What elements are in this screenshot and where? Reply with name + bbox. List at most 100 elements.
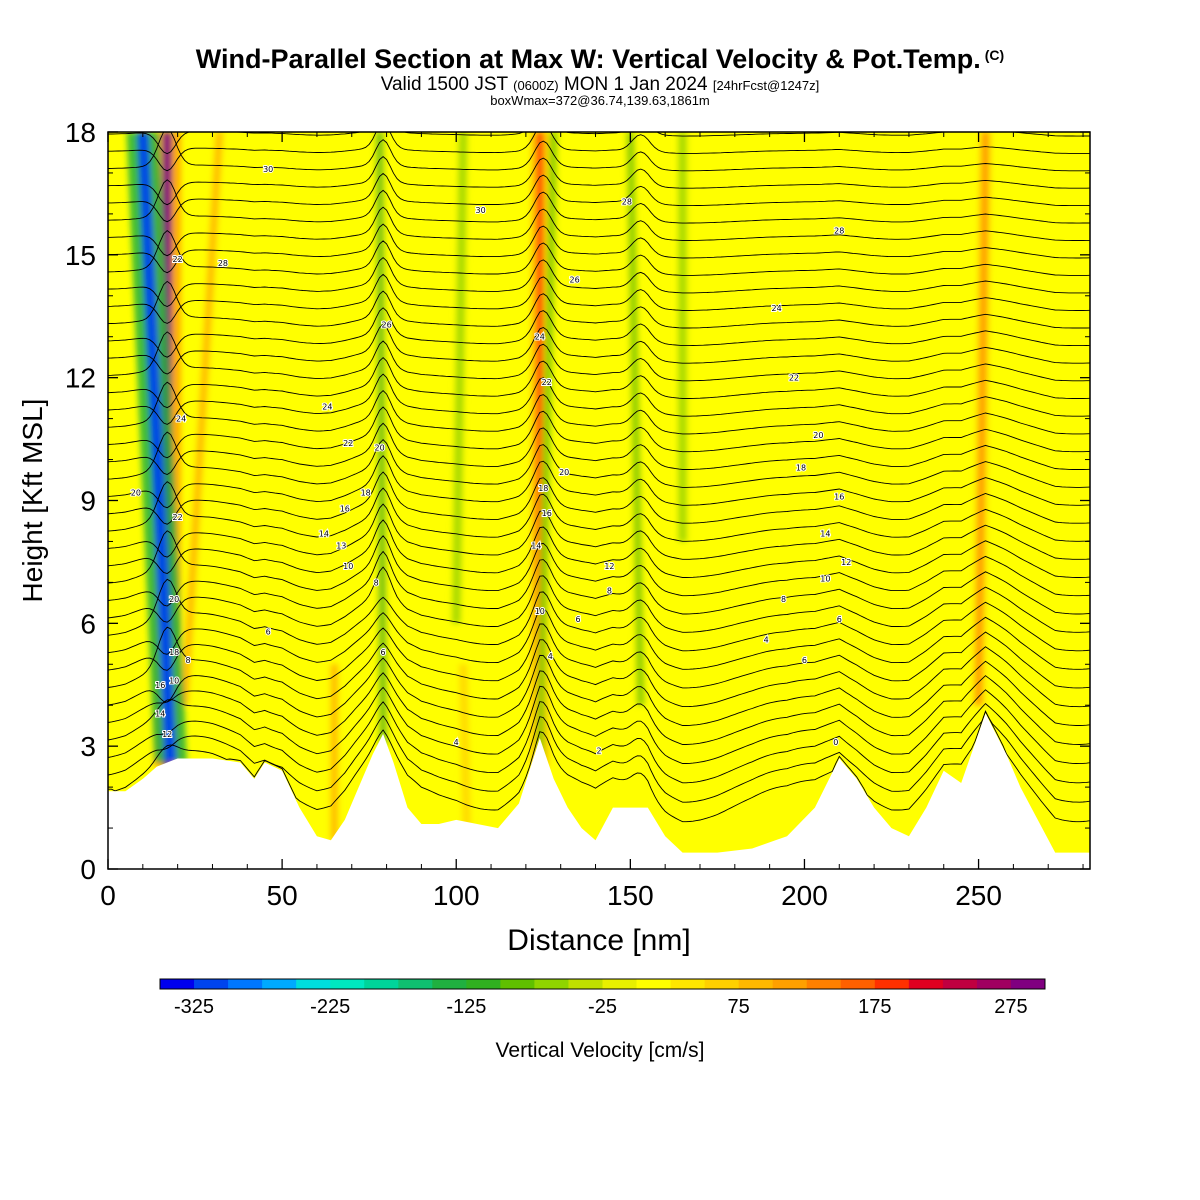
theta-contour	[108, 431, 1090, 488]
updraft-band-core	[332, 664, 337, 841]
colorbar-swatch	[670, 979, 706, 989]
colorbar-swatch	[228, 979, 263, 989]
theta-contour	[108, 701, 1090, 784]
contour-label: 24	[176, 415, 186, 424]
theta-contour	[108, 323, 1090, 375]
contour-label: 4	[764, 636, 769, 645]
contour-label: 2	[596, 746, 601, 755]
y-tick-label: 9	[80, 486, 96, 517]
x-tick-label: 250	[955, 880, 1002, 911]
theta-contour	[108, 273, 1090, 324]
contour-label: 16	[834, 492, 844, 501]
contour-label: 4	[548, 652, 553, 661]
contour-label: 20	[375, 443, 385, 452]
contour-label: 18	[361, 488, 371, 497]
colorbar-swatch	[194, 979, 229, 989]
updraft-band-core	[976, 132, 988, 706]
theta-contour	[108, 626, 1090, 708]
contour-label: 30	[476, 206, 486, 215]
contour-label: 26	[381, 320, 391, 329]
y-tick-label: 3	[80, 731, 96, 762]
contour-label: 28	[834, 226, 844, 235]
theta-contour	[108, 78, 1090, 119]
colorbar-label: Vertical Velocity [cm/s]	[496, 1039, 705, 1062]
contour-label: 16	[542, 509, 552, 518]
colorbar-swatch	[262, 979, 297, 989]
contour-label: 6	[576, 615, 581, 624]
colorbar-swatch	[704, 979, 740, 989]
colorbar-swatch	[636, 979, 672, 989]
contour-label: 22	[343, 439, 353, 448]
colorbar-swatch	[840, 979, 876, 989]
contour-label: 30	[263, 165, 273, 174]
theta-contour	[108, 179, 1090, 224]
theta-contour	[108, 710, 1090, 803]
contour-label: 22	[173, 255, 183, 264]
contour-label: 16	[155, 681, 165, 690]
theta-contour	[108, 503, 1090, 560]
contour-label: 24	[535, 333, 545, 342]
colorbar-swatch	[534, 979, 569, 989]
contour-label: 8	[607, 587, 612, 596]
colorbar-swatch	[296, 979, 331, 989]
contour-label: 12	[162, 730, 172, 739]
theta-contour	[108, 230, 1090, 276]
updraft-band-core	[461, 664, 469, 829]
subtitle-date: MON 1 Jan 2024	[563, 74, 708, 95]
contour-label: 26	[570, 275, 580, 284]
colorbar-swatch	[364, 979, 399, 989]
y-tick-label: 18	[65, 117, 96, 148]
contour-label: 14	[319, 529, 329, 538]
theta-contour	[108, 481, 1090, 542]
subtitle-forecast: [24hrFcst@1247z]	[712, 78, 820, 93]
velocity-field	[108, 132, 1090, 869]
x-tick-label: 200	[781, 880, 828, 911]
subtitle-valid-time: Valid 1500 JST	[380, 74, 508, 95]
contour-label: 22	[789, 374, 799, 383]
theta-contour	[108, 406, 1090, 459]
colorbar-swatch	[806, 979, 842, 989]
theta-contour	[108, 132, 1090, 172]
colorbar-tick-label: 75	[728, 996, 750, 1018]
colorbar-swatch	[466, 979, 501, 989]
contour-label: 18	[538, 484, 548, 493]
theta-contour	[108, 471, 1090, 525]
contour-label: 18	[796, 464, 806, 473]
theta-contour	[108, 132, 1090, 172]
colorbar-swatch	[772, 979, 808, 989]
contour-label: 22	[173, 513, 183, 522]
colorbar-swatch	[398, 979, 433, 989]
x-tick-label: 0	[100, 880, 116, 911]
contour-label: 20	[169, 595, 179, 604]
contour-label: 10	[343, 562, 353, 571]
colorbar-tick-label: -125	[446, 996, 486, 1018]
chart-title-unit: (C)	[984, 47, 1005, 63]
colorbar-frame	[159, 978, 1046, 990]
contour-label: 28	[622, 198, 632, 207]
theta-contour	[108, 172, 1090, 223]
x-tick-label: 50	[267, 880, 298, 911]
contour-label: 13	[336, 542, 346, 551]
theta-contour	[108, 381, 1090, 435]
theta-contour	[108, 654, 1090, 726]
downdraft-band-core	[628, 132, 643, 706]
theta-contour	[108, 356, 1090, 409]
theta-contour	[108, 550, 1090, 615]
y-axis-label: Height [Kft MSL]	[17, 399, 48, 603]
contour-label: 14	[155, 709, 165, 718]
x-tick-label: 150	[607, 880, 654, 911]
updraft-band-core	[182, 132, 222, 706]
contour-label: 20	[131, 488, 141, 497]
velocity-background	[108, 132, 1090, 869]
contour-label: 16	[340, 505, 350, 514]
terrain	[108, 713, 1090, 869]
chart-title: Wind-Parallel Section at Max W: Vertical…	[0, 44, 1200, 75]
theta-contour	[108, 519, 1090, 578]
theta-contour	[108, 280, 1090, 329]
y-tick-label: 0	[80, 854, 96, 885]
colorbar-swatch	[874, 979, 910, 989]
colorbar-swatch	[432, 979, 467, 989]
colorbar-tick-label: -325	[174, 996, 214, 1018]
